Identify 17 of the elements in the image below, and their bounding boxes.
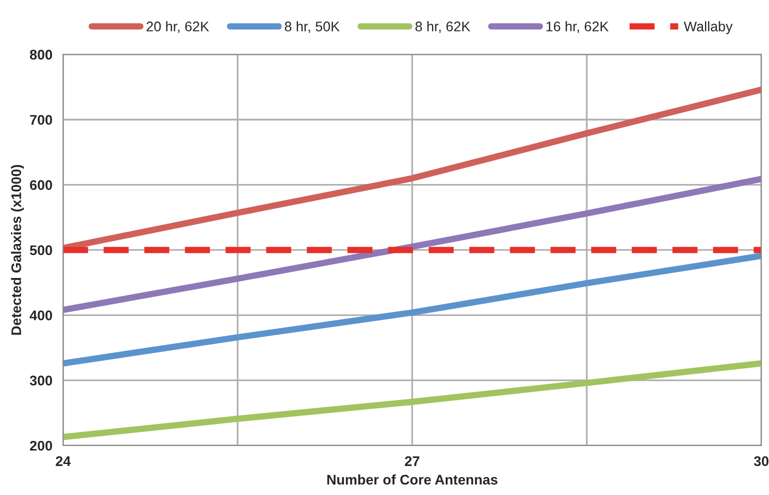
y-tick-label: 800 (30, 50, 52, 60)
y-tick-label: 500 (30, 245, 52, 256)
x-tick-label: 24 (56, 456, 71, 466)
x-tick-label: 30 (754, 456, 768, 466)
legend-label: 20 hr, 62K (146, 21, 210, 34)
x-axis-title: Number of Core Antennas (327, 474, 498, 485)
y-tick-label: 600 (30, 180, 52, 190)
x-tick-label: 27 (404, 456, 420, 466)
y-axis-title: Detected Galaxies (x1000) (10, 164, 24, 335)
legend-label: 16 hr, 62K (546, 21, 609, 34)
y-tick-label: 700 (30, 114, 52, 125)
legend-label: Wallaby (684, 21, 733, 34)
y-tick-label: 300 (30, 376, 52, 386)
y-tick-label: 200 (30, 440, 52, 451)
legend-label: 8 hr, 62K (415, 21, 470, 34)
legend-label: 8 hr, 50K (284, 21, 340, 34)
y-tick-label: 400 (30, 310, 52, 320)
